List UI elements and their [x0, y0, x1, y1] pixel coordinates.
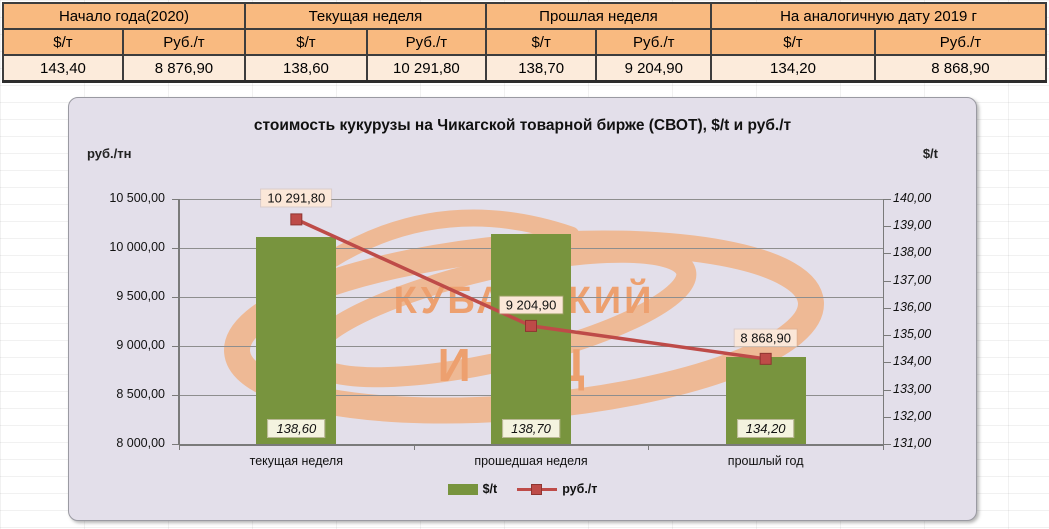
right-axis-tick-mark — [883, 444, 891, 445]
table-group-header-row: Начало года(2020) Текущая неделя Прошлая… — [2, 2, 1047, 30]
category-label: прошлый год — [727, 454, 804, 468]
left-axis-tick-mark — [172, 297, 179, 298]
group-header: Текущая неделя — [243, 2, 487, 30]
line-value-label: 9 204,90 — [499, 296, 563, 314]
chart-legend: $/t руб./т — [69, 482, 976, 496]
chart-title: стоимость кукурузы на Чикагской товарной… — [253, 117, 792, 134]
left-axis-tick-mark — [172, 248, 179, 249]
left-axis-unit-label: руб./тн — [87, 146, 132, 161]
unit-header-rub: Руб./т — [365, 28, 487, 56]
group-header: Начало года(2020) — [2, 2, 246, 30]
left-axis-tick-label: 10 500,00 — [109, 191, 165, 205]
legend-label-rub: руб./т — [562, 482, 598, 496]
right-axis-tick-label: 136,00 — [893, 299, 932, 314]
category-boundary-tick — [413, 445, 415, 450]
left-axis-tick-label: 9 500,00 — [116, 289, 165, 303]
right-axis-tick-mark — [883, 362, 891, 364]
right-axis-tick-mark — [883, 253, 891, 255]
right-axis-tick-label: 133,00 — [893, 381, 932, 396]
left-axis-tick-mark — [172, 444, 179, 445]
bar-value-label: 138,70 — [502, 418, 560, 438]
category-boundary-tick — [883, 445, 884, 450]
line-value-label: 8 868,90 — [734, 329, 797, 347]
left-axis-tick-label: 8 000,00 — [116, 436, 165, 450]
unit-header-usd: $/т — [710, 28, 876, 56]
value-cell: 9 204,90 — [595, 54, 713, 83]
table-unit-header-row: $/т Руб./т $/т Руб./т $/т Руб./т $/т Руб… — [2, 28, 1048, 56]
right-axis-tick-label: 139,00 — [893, 218, 932, 233]
unit-header-rub: Руб./т — [121, 28, 246, 56]
right-axis-tick-label: 140,00 — [893, 191, 932, 205]
value-cell: 8 868,90 — [873, 54, 1048, 83]
value-cell: 8 876,90 — [121, 54, 246, 83]
left-axis-tick-label: 8 500,00 — [116, 387, 165, 401]
bar-value-label: 138,60 — [267, 418, 326, 438]
left-axis-tick-label: 10 000,00 — [109, 240, 165, 254]
group-header: Прошлая неделя — [484, 2, 713, 30]
gridline — [179, 198, 883, 200]
right-axis-tick-mark — [883, 226, 891, 228]
bar-прошлый год: 134,20 — [725, 356, 806, 444]
category-boundary-tick — [648, 445, 650, 450]
bar-value-label: 134,20 — [736, 418, 795, 438]
price-table: Начало года(2020) Текущая неделя Прошлая… — [2, 2, 1048, 83]
line-marker — [759, 352, 772, 365]
line-marker — [525, 319, 537, 332]
table-value-row: 143,40 8 876,90 138,60 10 291,80 138,70 … — [2, 54, 1048, 83]
legend-label-usd: $/t — [482, 482, 498, 496]
legend-item-rub: руб./т — [517, 482, 597, 496]
unit-header-usd: $/т — [243, 28, 368, 56]
bar-series-swatch — [447, 483, 478, 495]
bottom-axis-line — [179, 444, 883, 446]
right-axis-tick-label: 132,00 — [893, 408, 932, 423]
value-cell: 134,20 — [710, 54, 876, 83]
left-axis-tick-mark — [172, 395, 179, 396]
category-label: прошедшая неделя — [474, 454, 588, 468]
right-axis-tick-mark — [883, 307, 891, 309]
right-axis-tick-label: 138,00 — [893, 245, 932, 260]
left-axis-tick-mark — [172, 199, 179, 200]
value-cell: 138,60 — [243, 54, 368, 83]
corn-price-chart: стоимость кукурузы на Чикагской товарной… — [68, 97, 977, 521]
right-axis-tick-label: 134,00 — [893, 354, 932, 369]
value-cell: 143,40 — [2, 54, 124, 83]
right-axis-tick-mark — [883, 389, 891, 391]
unit-header-usd: $/т — [2, 28, 124, 56]
legend-item-usd: $/t — [447, 482, 498, 496]
line-marker — [290, 213, 303, 226]
right-axis-tick-mark — [883, 416, 891, 418]
value-cell: 10 291,80 — [365, 54, 487, 83]
right-axis-unit-label: $/t — [922, 146, 938, 161]
left-axis-tick-label: 9 000,00 — [116, 338, 165, 352]
line-value-label: 10 291,80 — [261, 189, 332, 207]
value-cell: 138,70 — [484, 54, 598, 83]
rub-line-series — [290, 213, 772, 365]
unit-header-rub: Руб./т — [595, 28, 713, 56]
right-axis-tick-label: 137,00 — [893, 272, 932, 287]
bar-прошедшая неделя: 138,70 — [491, 234, 571, 444]
group-header: На аналогичную дату 2019 г — [710, 2, 1047, 30]
right-axis-line — [883, 199, 884, 444]
right-axis-tick-mark — [883, 280, 891, 282]
bar-текущая неделя: 138,60 — [256, 237, 337, 444]
unit-header-usd: $/т — [484, 28, 598, 56]
right-axis-tick-label: 131,00 — [893, 436, 932, 450]
left-axis-tick-mark — [172, 346, 179, 347]
right-axis-tick-mark — [883, 335, 891, 337]
unit-header-rub: Руб./т — [873, 28, 1048, 56]
right-axis-tick-mark — [883, 199, 891, 200]
right-axis-tick-label: 135,00 — [893, 327, 932, 342]
category-boundary-tick — [179, 445, 180, 450]
left-axis-line — [178, 199, 180, 444]
category-label: текущая неделя — [249, 454, 344, 468]
line-series-swatch — [517, 483, 558, 495]
